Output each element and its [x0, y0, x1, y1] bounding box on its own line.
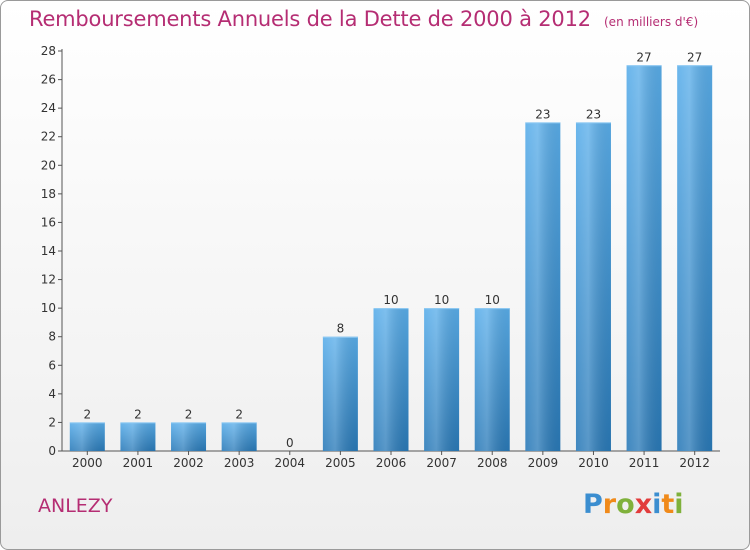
logo-letter: i: [674, 489, 684, 520]
x-tick-label: 2007: [426, 456, 457, 470]
proxiti-logo[interactable]: Proxiti: [583, 489, 684, 520]
y-tick-label: 8: [48, 330, 56, 344]
x-axis: 2000 2001 2002 2003 2004 2005 2006 2007 2008 2009…: [62, 450, 720, 470]
data-label: 10: [434, 293, 449, 307]
data-label: 27: [636, 50, 651, 64]
bar-highlight: [221, 422, 257, 451]
data-label: 2: [235, 407, 243, 421]
data-label: 2: [83, 407, 91, 421]
bar-highlight: [474, 308, 510, 451]
x-tick-label: 2000: [72, 456, 103, 470]
y-tick-label: 16: [41, 215, 56, 229]
y-tick-label: 20: [41, 158, 56, 172]
chart-title: Remboursements Annuels de la Dette de 20…: [29, 7, 591, 31]
data-label: 10: [485, 293, 500, 307]
bar-highlight: [322, 336, 358, 451]
bar-highlight: [575, 122, 611, 451]
bar-highlight: [677, 65, 713, 452]
data-label: 23: [586, 107, 601, 121]
y-tick-label: 22: [41, 130, 56, 144]
logo-letter: x: [634, 489, 653, 520]
y-tick-label: 28: [41, 44, 56, 58]
x-tick-label: 2012: [679, 456, 710, 470]
y-tick-label: 24: [41, 101, 56, 115]
title-row: Remboursements Annuels de la Dette de 20…: [29, 7, 698, 31]
y-tick-label: 4: [48, 387, 56, 401]
chart-subtitle: (en milliers d'€): [604, 15, 699, 29]
bar-highlight: [525, 122, 561, 451]
bars: [69, 65, 713, 452]
x-tick-label: 2010: [578, 456, 609, 470]
logo-letter: r: [602, 489, 617, 520]
data-label: 23: [535, 107, 550, 121]
y-tick-label: 12: [41, 273, 56, 287]
bar-highlight: [424, 308, 460, 451]
logo-letter: t: [661, 489, 675, 520]
x-tick-label: 2003: [224, 456, 255, 470]
logo-letter: o: [616, 489, 635, 520]
x-tick-label: 2002: [173, 456, 204, 470]
logo-letter: i: [652, 489, 662, 520]
commune-name: ANLEZY: [38, 495, 113, 517]
bar-highlight: [69, 422, 105, 451]
x-tick-label: 2008: [477, 456, 508, 470]
data-label: 27: [687, 50, 702, 64]
data-label: 2: [185, 407, 193, 421]
y-tick-label: 0: [48, 444, 56, 458]
data-label: 2: [134, 407, 142, 421]
bar-highlight: [171, 422, 207, 451]
data-label: 10: [383, 293, 398, 307]
bar-highlight: [373, 308, 409, 451]
x-tick-label: 2005: [325, 456, 356, 470]
data-label: 8: [337, 322, 345, 336]
y-tick-label: 2: [48, 415, 56, 429]
y-tick-label: 18: [41, 187, 56, 201]
x-tick-label: 2009: [528, 456, 559, 470]
bar-highlight: [626, 65, 662, 452]
y-tick-label: 14: [41, 244, 56, 258]
data-labels: 2 2 2 2 0 8 10 10 10 23 23 27 27: [83, 50, 702, 450]
data-label: 0: [286, 436, 294, 450]
y-tick-label: 10: [41, 301, 56, 315]
x-tick-label: 2001: [123, 456, 154, 470]
y-tick-label: 26: [41, 73, 56, 87]
x-tick-label: 2006: [376, 456, 407, 470]
x-tick-label: 2011: [629, 456, 660, 470]
logo-letter: P: [583, 489, 603, 520]
y-tick-label: 6: [48, 358, 56, 372]
x-tick-label: 2004: [274, 456, 305, 470]
bar-highlight: [120, 422, 156, 451]
